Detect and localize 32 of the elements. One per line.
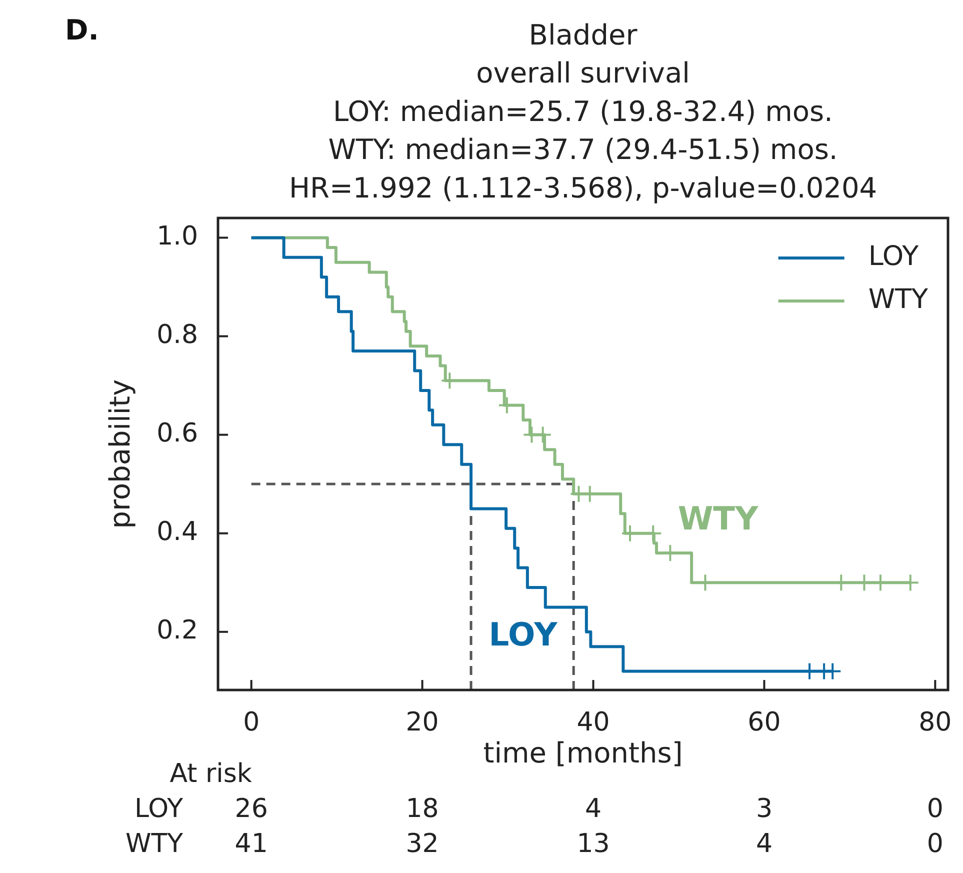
text: At risk [170, 758, 252, 789]
x-axis-title: time [months] [483, 736, 683, 770]
legend-label: WTY [868, 284, 929, 316]
text: 4 [756, 828, 772, 859]
y-tick-label: 0.4 [156, 517, 198, 548]
text: 4 [584, 794, 602, 824]
text: LOY [134, 794, 184, 824]
y-tick-label: 1.0 [156, 221, 198, 252]
text: WTY [126, 828, 184, 859]
text: 32 [406, 828, 439, 859]
x-tick-label: 20 [406, 707, 439, 738]
x-tick-label: 40 [576, 707, 610, 738]
text: 18 [406, 794, 439, 824]
chart-subtitle: LOY: median=25.7 (19.8-32.4) mos. WTY: median=37.7 (29.4-51.5) mos. HR=1.992 (1.112-3.568), p-value=0.0204 [288, 94, 878, 204]
y-tick-label: 0.2 [156, 616, 198, 646]
x-tick-label: 0 [243, 707, 260, 738]
text: D. [65, 13, 99, 46]
legend-label: LOY [868, 241, 920, 272]
chart-title: Bladder overall survival [476, 18, 690, 90]
text: 13 [576, 828, 610, 859]
x-tick-label: 60 [748, 707, 781, 738]
x-tick-label: 80 [918, 707, 952, 738]
y-axis-title: probability [103, 379, 136, 529]
text: 26 [234, 794, 268, 824]
annotation: LOY [488, 615, 558, 654]
text: 3 [756, 794, 772, 824]
y-tick-label: 0.8 [156, 320, 198, 350]
text: 0 [926, 794, 944, 824]
y-tick-label: 0.6 [156, 418, 198, 449]
text: 41 [234, 828, 268, 859]
annotation: WTY [678, 499, 759, 538]
text: 0 [926, 828, 944, 859]
